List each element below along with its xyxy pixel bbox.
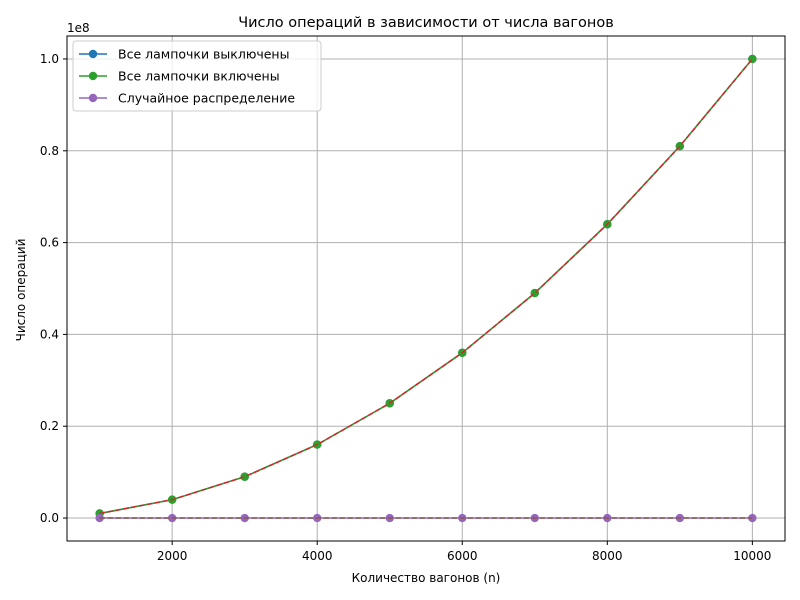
chart-title: Число операций в зависимости от числа ва… — [238, 15, 614, 31]
y-tick-label: 0.8 — [40, 144, 59, 158]
x-tick-label: 8000 — [592, 549, 623, 563]
legend-label: Все лампочки включены — [118, 69, 280, 84]
x-tick-label: 10000 — [733, 549, 771, 563]
x-tick-label: 6000 — [447, 549, 478, 563]
series-point-1 — [240, 472, 249, 481]
y-offset-label: 1e8 — [67, 21, 90, 35]
series-line-2 — [99, 58, 753, 515]
series-layer — [95, 54, 757, 523]
legend-box — [72, 40, 322, 112]
y-tick-label: 0.6 — [40, 236, 59, 250]
x-axis-label: Количество вагонов (n) — [352, 571, 501, 585]
x-tick-label: 2000 — [157, 549, 188, 563]
x-tick-label: 4000 — [302, 549, 333, 563]
legend-marker — [88, 93, 98, 103]
y-tick-label: 0.4 — [40, 327, 59, 341]
legend: Все лампочки выключены Все лампочки включ… — [72, 40, 322, 112]
legend-label: Случайное распределение — [118, 91, 295, 106]
y-tick-label: 1.0 — [40, 52, 59, 66]
legend-marker — [88, 71, 98, 81]
y-tick-label: 0.2 — [40, 419, 59, 433]
x-axis: 2000 4000 6000 8000 10000 — [157, 541, 771, 563]
legend-marker — [88, 49, 98, 59]
y-axis-label: Число операций — [14, 239, 28, 342]
y-axis: 0.0 0.2 0.4 0.6 0.8 1.0 — [40, 52, 67, 525]
legend-label: Все лампочки выключены — [118, 47, 289, 62]
y-tick-label: 0.0 — [40, 511, 59, 525]
plot-frame — [66, 35, 786, 542]
grid — [67, 36, 785, 541]
